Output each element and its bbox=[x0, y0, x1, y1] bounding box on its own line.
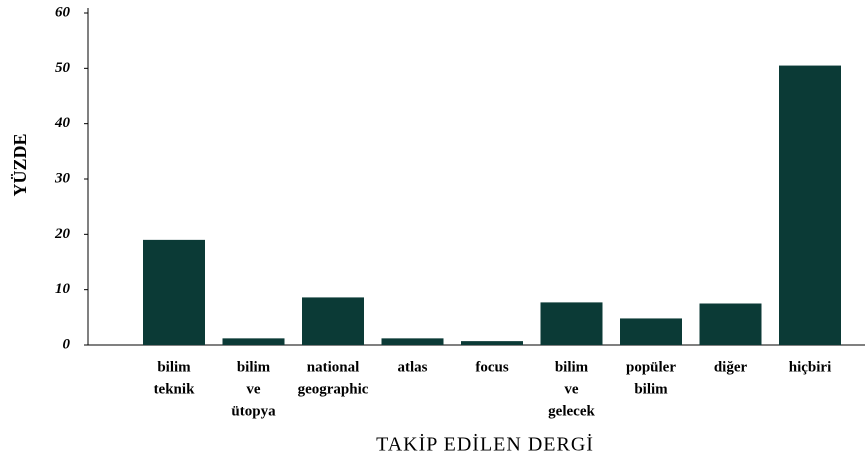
x-tick-label: ve bbox=[246, 381, 261, 397]
x-tick-label: bilim bbox=[237, 359, 271, 375]
x-tick-label: focus bbox=[475, 359, 508, 375]
y-tick-label: 10 bbox=[55, 281, 71, 297]
x-tick-label: diğer bbox=[714, 359, 748, 375]
bar bbox=[620, 318, 682, 345]
y-tick-label: 60 bbox=[55, 4, 71, 20]
x-tick-label: gelecek bbox=[548, 403, 595, 419]
y-axis-title: YÜZDE bbox=[10, 133, 30, 196]
x-tick-label: geographic bbox=[298, 381, 369, 397]
y-tick-label: 30 bbox=[54, 170, 71, 186]
y-tick-label: 20 bbox=[54, 226, 71, 242]
x-tick-label: atlas bbox=[398, 359, 428, 375]
x-tick-label: national bbox=[307, 359, 360, 375]
x-tick-label: ütopya bbox=[231, 403, 276, 419]
x-axis-title: TAKİP EDİLEN DERGİ bbox=[376, 433, 594, 456]
x-tick-label: popüler bbox=[626, 359, 676, 375]
x-tick-label: hiçbiri bbox=[789, 359, 832, 375]
bar bbox=[461, 341, 523, 345]
bar bbox=[222, 338, 285, 345]
x-tick-label: bilim bbox=[555, 359, 589, 375]
x-tick-label: teknik bbox=[154, 381, 196, 397]
x-tick-label: bilim bbox=[157, 359, 191, 375]
x-tick-label: ve bbox=[564, 381, 579, 397]
y-tick-label: 40 bbox=[54, 115, 71, 131]
x-tick-label: bilim bbox=[634, 381, 668, 397]
y-tick-label: 0 bbox=[63, 336, 71, 352]
bar bbox=[699, 303, 762, 345]
bar bbox=[143, 239, 205, 345]
bar bbox=[302, 297, 364, 345]
bar bbox=[381, 338, 444, 345]
y-tick-label: 50 bbox=[55, 60, 71, 76]
bar bbox=[540, 302, 603, 345]
bar bbox=[779, 65, 841, 346]
